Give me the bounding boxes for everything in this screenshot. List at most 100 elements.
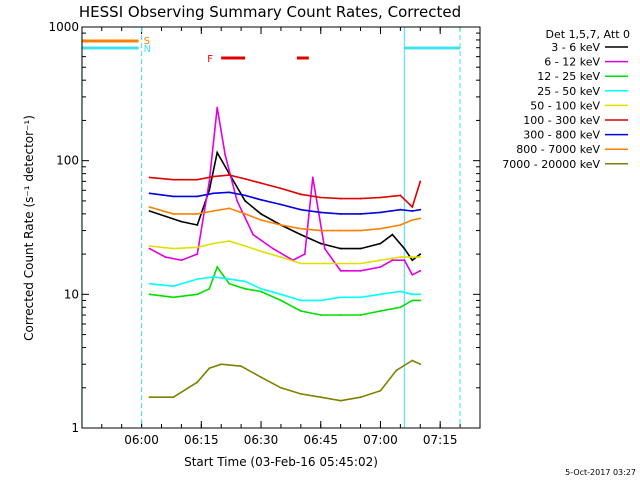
series-point-2 <box>172 296 175 299</box>
x-tick-label: 06:15 <box>184 433 219 447</box>
series-point-6 <box>228 191 231 194</box>
series-point-4 <box>244 245 247 247</box>
series-point-8 <box>208 367 211 370</box>
series-point-7 <box>399 224 402 226</box>
series-point-0 <box>319 242 322 245</box>
series-point-4 <box>172 247 175 250</box>
series-point-6 <box>280 203 282 206</box>
series-point-8 <box>172 396 175 399</box>
series-point-4 <box>196 246 199 249</box>
series-point-5 <box>228 174 231 176</box>
series-point-0 <box>299 233 302 236</box>
series-point-2 <box>260 290 262 293</box>
series-point-1 <box>196 253 199 255</box>
series-point-5 <box>172 178 175 181</box>
series-point-8 <box>395 369 398 372</box>
series-point-1 <box>303 253 306 255</box>
series-point-3 <box>196 278 199 281</box>
legend-header: Det 1,5,7, Att 0 <box>546 28 630 41</box>
series-point-0 <box>148 210 151 212</box>
series-point-2 <box>228 282 231 285</box>
series-point-1 <box>379 266 382 268</box>
series-line-8 <box>149 359 421 402</box>
series-point-4 <box>280 256 282 258</box>
series-point-7 <box>212 210 215 212</box>
series-point-0 <box>379 242 382 245</box>
series-point-3 <box>411 293 414 296</box>
series-point-2 <box>399 306 402 309</box>
series-point-1 <box>391 259 394 262</box>
series-point-7 <box>148 206 151 208</box>
series-point-3 <box>319 299 322 302</box>
series-point-1 <box>419 269 422 272</box>
legend-label: 7000 - 20000 keV <box>502 158 600 171</box>
series-point-1 <box>164 256 167 258</box>
series-point-1 <box>411 273 414 276</box>
series-point-7 <box>228 207 231 210</box>
series-point-2 <box>419 299 422 302</box>
series-point-2 <box>339 314 342 316</box>
series-point-0 <box>216 151 219 154</box>
series-point-1 <box>208 180 211 183</box>
series-point-3 <box>172 285 175 288</box>
series-point-1 <box>272 247 274 250</box>
series-point-7 <box>280 224 282 226</box>
series-point-7 <box>260 219 262 221</box>
series-line-5 <box>149 174 422 209</box>
series-line-1 <box>149 107 421 276</box>
night-label: N <box>144 44 151 55</box>
series-point-4 <box>339 262 342 265</box>
series-line-2 <box>149 265 421 316</box>
series-point-3 <box>359 296 362 299</box>
series-point-8 <box>419 363 422 366</box>
flare-label: F <box>207 54 213 65</box>
series-point-5 <box>212 175 215 178</box>
x-tick-label: 06:30 <box>244 433 279 447</box>
series-point-2 <box>216 266 219 268</box>
series-point-5 <box>299 193 302 196</box>
series-point-8 <box>339 399 342 402</box>
series-point-0 <box>391 233 394 236</box>
series-point-3 <box>148 282 151 285</box>
series-point-6 <box>411 210 414 212</box>
series-point-3 <box>379 293 382 296</box>
series-point-1 <box>403 259 406 262</box>
series-point-6 <box>419 208 422 211</box>
series-point-0 <box>411 259 414 262</box>
series-point-4 <box>228 240 231 243</box>
legend-label: 300 - 800 keV <box>523 129 600 142</box>
series-point-8 <box>240 365 243 368</box>
series-point-2 <box>379 310 382 312</box>
y-tick-label: 1000 <box>48 20 79 34</box>
series-point-5 <box>399 194 402 197</box>
series-point-0 <box>244 200 247 202</box>
series-point-2 <box>244 287 247 290</box>
series-point-4 <box>411 256 414 258</box>
series-point-5 <box>260 182 262 184</box>
series-point-0 <box>180 220 183 223</box>
series-point-4 <box>359 262 362 265</box>
series-point-3 <box>244 280 247 283</box>
series-point-0 <box>196 224 199 226</box>
series-point-6 <box>359 212 362 215</box>
y-axis-label: Corrected Count Rate (s⁻¹ detector⁻¹) <box>22 115 36 341</box>
series-point-6 <box>339 212 342 215</box>
series-point-1 <box>224 154 227 157</box>
x-tick-label: 07:00 <box>363 433 398 447</box>
series-point-1 <box>180 259 183 262</box>
chart-title: HESSI Observing Summary Count Rates, Cor… <box>79 3 461 21</box>
series-point-6 <box>399 208 402 211</box>
series-point-5 <box>359 197 362 200</box>
y-tick-label: 100 <box>56 154 79 168</box>
series-point-6 <box>172 195 175 198</box>
series-point-4 <box>299 262 302 265</box>
series-point-8 <box>220 363 223 366</box>
series-point-8 <box>260 376 262 379</box>
legend-label: 50 - 100 keV <box>530 99 600 112</box>
series-point-2 <box>280 299 282 302</box>
timestamp: 5-Oct-2017 03:27 <box>565 468 636 477</box>
series-point-7 <box>244 212 247 215</box>
legend-label: 6 - 12 keV <box>544 56 600 69</box>
